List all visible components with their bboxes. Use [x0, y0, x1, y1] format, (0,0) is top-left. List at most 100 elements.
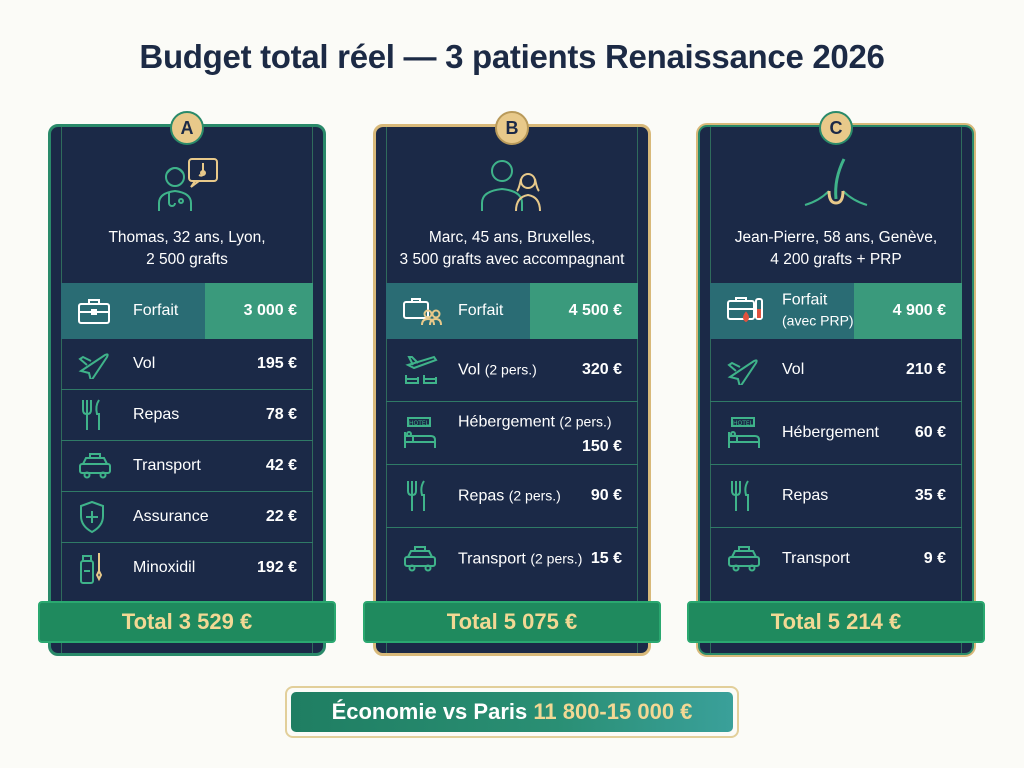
row-label-note: (avec PRP): [782, 312, 854, 329]
row-label-main: Forfait: [782, 291, 828, 309]
card-inner: [710, 127, 962, 653]
row-label: Assurance: [133, 508, 209, 525]
patient-grafts-line: 3 500 grafts avec accompagnant: [399, 251, 625, 268]
row-value: 42 €: [265, 457, 297, 474]
patient-grafts-line: 4 200 grafts + PRP: [770, 251, 902, 268]
row-repas: Repas 35 €: [710, 465, 962, 528]
hair-follicle-icon: [801, 155, 871, 215]
patient-name-line: Marc, 45 ans, Bruxelles,: [428, 229, 596, 246]
forfait-value-box: [205, 283, 313, 339]
row-label-note: (2 pers.): [530, 550, 583, 567]
row-label-main: Transport: [458, 550, 526, 568]
cost-rows: Forfait (avec PRP) 4 900 € Vol 210 € HOTE…: [710, 283, 962, 590]
card-inner: [61, 127, 313, 653]
row-label-note: (2 pers.): [508, 487, 561, 504]
row-value: 60 €: [914, 424, 946, 441]
taxi-icon: [726, 545, 762, 573]
row-label: Minoxidil: [133, 559, 196, 576]
row-value: 320 €: [581, 361, 622, 378]
two-people-icon: [472, 155, 552, 215]
patient-description: Thomas, 32 ans, Lyon, 2 500 grafts: [51, 227, 323, 271]
row-value: 35 €: [914, 487, 946, 504]
row-label-main: Repas: [458, 487, 505, 505]
patient-name-line: Thomas, 32 ans, Lyon,: [108, 229, 266, 246]
svg-text:HOTEL: HOTEL: [733, 420, 754, 427]
row-transport: Transport (2 pers.) 15 €: [386, 528, 638, 590]
row-label: Forfait: [133, 302, 179, 319]
row-value: 195 €: [256, 355, 297, 372]
row-label: Hébergement (2 pers.): [458, 411, 612, 432]
hotel-bed-icon: HOTEL: [726, 416, 762, 450]
row-value: 22 €: [265, 508, 297, 525]
savings-banner: Économie vs Paris 11 800-15 000 €: [285, 686, 739, 738]
row-value: 4 900 €: [892, 302, 946, 319]
row-label: Vol (2 pers.): [458, 360, 537, 381]
row-value: 15 €: [590, 550, 622, 567]
shield-cross-icon: [77, 500, 107, 534]
medicine-bottle-icon: [77, 551, 107, 585]
fork-knife-icon: [726, 479, 756, 513]
savings-amount: 11 800-15 000 €: [533, 699, 693, 724]
forfait-value-box: [530, 283, 638, 339]
row-label: Repas: [133, 406, 180, 423]
card-badge: B: [495, 111, 529, 145]
row-vol: Vol (2 pers.) 320 €: [386, 339, 638, 402]
total-banner: Total 5 075 €: [363, 601, 661, 643]
patient-card-c: C Jean-Pierre, 58 ans, Genève, 4 200 gra…: [687, 111, 985, 657]
row-value: 3 000 €: [243, 302, 297, 319]
row-vol: Vol 195 €: [61, 339, 313, 390]
fork-knife-icon: [402, 479, 432, 513]
page-title: Budget total réel — 3 patients Renaissan…: [139, 38, 885, 75]
patient-description: Jean-Pierre, 58 ans, Genève, 4 200 graft…: [700, 227, 972, 271]
card-badge: C: [819, 111, 853, 145]
plane-seats-icon: [402, 353, 442, 387]
row-label: Vol: [782, 361, 805, 378]
row-transport: Transport 42 €: [61, 441, 313, 492]
plane-icon: [726, 355, 760, 385]
card-badge: A: [170, 111, 204, 145]
patient-grafts-line: 2 500 grafts: [146, 251, 228, 268]
row-value: 78 €: [265, 406, 297, 423]
savings-label: Économie vs Paris: [331, 699, 528, 724]
savings-inner: Économie vs Paris 11 800-15 000 €: [291, 692, 733, 732]
row-value: 90 €: [590, 487, 622, 504]
cost-rows: Forfait 4 500 € Vol (2 pers.) 320 € HOTE…: [386, 283, 638, 590]
plane-icon: [77, 349, 111, 379]
doctor-with-speech-bubble-icon: [151, 155, 223, 215]
row-label-note: (2 pers.): [484, 361, 537, 378]
row-forfait: Forfait 4 500 €: [386, 283, 638, 339]
briefcase-people-icon: [402, 296, 442, 326]
row-value: 4 500 €: [568, 302, 622, 319]
briefcase-blood-icon: [726, 295, 766, 327]
total-banner: Total 5 214 €: [687, 601, 985, 643]
forfait-value-box: [854, 283, 962, 339]
hotel-bed-icon: HOTEL: [402, 416, 438, 450]
row-label-note: (2 pers.): [559, 413, 612, 430]
row-hebergement: HOTEL Hébergement (2 pers.) 150 €: [386, 402, 638, 465]
row-label: Hébergement: [782, 424, 879, 441]
total-banner: Total 3 529 €: [38, 601, 336, 643]
row-value: 150 €: [581, 437, 622, 455]
row-value: 9 €: [923, 550, 946, 567]
row-assurance: Assurance 22 €: [61, 492, 313, 543]
row-label: Forfait (avec PRP): [782, 291, 854, 332]
row-transport: Transport 9 €: [710, 528, 962, 590]
patient-card-b: B Marc, 45 ans, Bruxelles, 3 500 grafts …: [363, 111, 661, 656]
svg-text:HOTEL: HOTEL: [409, 420, 430, 427]
row-label: Transport: [133, 457, 201, 474]
cost-rows: Forfait 3 000 € Vol 195 € Repas 78 € Tra…: [61, 283, 313, 593]
taxi-icon: [402, 545, 438, 573]
patient-description: Marc, 45 ans, Bruxelles, 3 500 grafts av…: [376, 227, 648, 271]
row-value: 192 €: [256, 559, 297, 576]
briefcase-icon: [77, 297, 111, 325]
row-label: Transport: [782, 550, 850, 567]
row-vol: Vol 210 €: [710, 339, 962, 402]
row-forfait: Forfait (avec PRP) 4 900 €: [710, 283, 962, 339]
row-label: Transport (2 pers.): [458, 549, 582, 570]
taxi-icon: [77, 452, 113, 480]
patient-name-line: Jean-Pierre, 58 ans, Genève,: [734, 229, 938, 246]
row-label: Repas: [782, 487, 829, 504]
fork-knife-icon: [77, 398, 107, 432]
row-label-main: Hébergement: [458, 413, 555, 431]
card-inner: [386, 127, 638, 653]
